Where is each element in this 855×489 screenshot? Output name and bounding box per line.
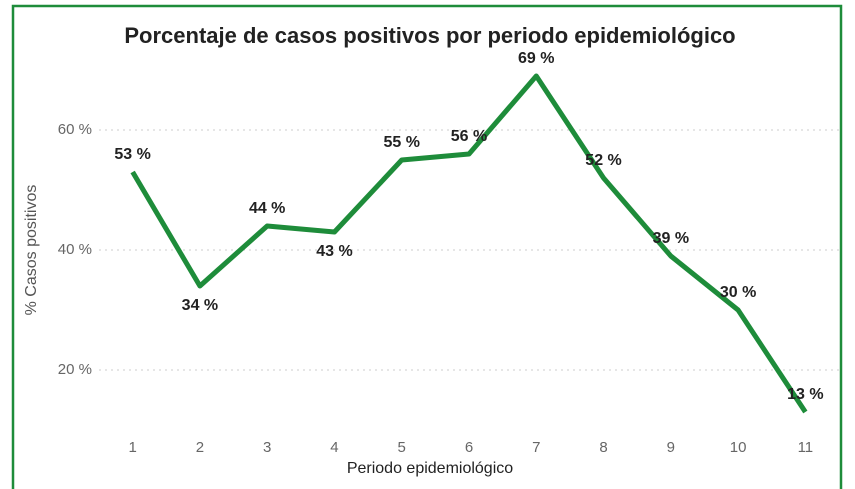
y-tick-label: 60 % [58,121,92,138]
y-tick-label: 40 % [58,241,92,258]
x-axis-label: Periodo epidemiológico [347,460,513,477]
data-label: 13 % [787,386,823,403]
x-tick-label: 1 [128,439,136,456]
data-label: 39 % [653,230,689,247]
data-label: 69 % [518,50,554,67]
x-tick-label: 7 [532,439,540,456]
data-label: 30 % [720,284,756,301]
x-tick-label: 2 [196,439,204,456]
chart-title: Porcentaje de casos positivos por period… [124,23,735,48]
x-tick-label: 5 [398,439,406,456]
data-line [130,73,808,414]
x-tick-label: 10 [730,439,747,456]
x-tick-label: 8 [599,439,607,456]
x-tick-label: 3 [263,439,271,456]
data-label: 52 % [585,152,621,169]
frame [11,4,843,489]
data-label: 55 % [383,134,419,151]
data-label: 53 % [114,146,150,163]
x-tick-label: 6 [465,439,473,456]
x-tick-label: 11 [798,439,814,456]
data-label: 44 % [249,200,285,217]
data-label: 56 % [451,128,487,145]
data-label: 43 % [316,243,352,260]
y-axis-label: % Casos positivos [23,185,40,316]
x-tick-label: 9 [667,439,675,456]
x-tick-label: 4 [330,439,338,456]
y-tick-label: 20 % [58,361,92,378]
data-label: 34 % [182,297,218,314]
